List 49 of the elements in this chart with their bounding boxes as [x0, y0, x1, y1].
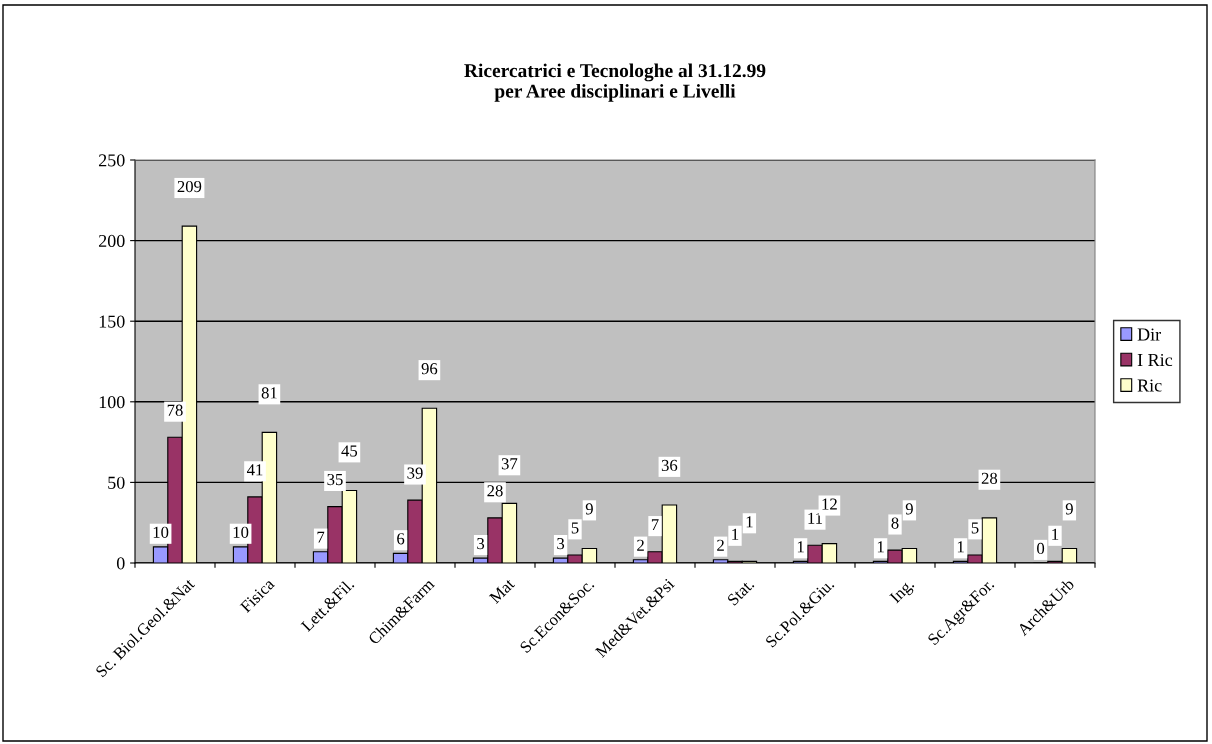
data-label: 2	[717, 539, 724, 551]
x-tick-label: Stat.	[726, 578, 755, 606]
data-label: 9	[585, 503, 593, 515]
data-label: 81	[261, 387, 277, 399]
data-label: 78	[167, 404, 183, 416]
x-tick-label: Mat	[488, 577, 516, 605]
data-label: 45	[341, 445, 358, 457]
legend-label: I Ric	[1137, 353, 1173, 367]
data-label: 10	[233, 526, 249, 538]
data-label: 35	[327, 473, 343, 486]
legend-label: Dir	[1137, 328, 1162, 341]
data-label: 10	[153, 526, 169, 538]
data-label: 12	[822, 498, 837, 510]
chart-title: Ricercatrici e Tecnologhe al 31.12.99 per Aree disciplinari e Livelli	[464, 63, 766, 102]
data-label: 7	[651, 519, 659, 531]
data-label: 1	[957, 541, 964, 553]
y-tick-label: 200	[98, 234, 125, 248]
legend-label: Ric	[1137, 379, 1162, 392]
y-tick-label: 50	[108, 476, 125, 489]
data-label: 9	[1065, 503, 1073, 515]
data-label: 7	[317, 531, 325, 543]
data-label: 1	[746, 516, 753, 528]
data-label: 8	[891, 517, 899, 529]
data-label: 2	[637, 539, 644, 551]
data-label: 3	[477, 538, 485, 550]
data-label: 28	[487, 485, 503, 497]
y-tick-label: 150	[99, 315, 125, 328]
data-label: 41	[246, 464, 263, 476]
data-label: 5	[571, 522, 579, 534]
data-label: 11	[808, 512, 823, 524]
x-tick-label: Ing.	[889, 578, 917, 607]
data-label: 28	[981, 472, 998, 484]
y-tick-label: 100	[99, 396, 125, 409]
data-label: 9	[905, 503, 913, 515]
data-label: 36	[661, 459, 678, 472]
data-label: 1	[877, 541, 884, 553]
data-label: 0	[1037, 542, 1045, 555]
data-label: 209	[177, 180, 202, 193]
data-label: 96	[421, 363, 438, 375]
data-label: 1	[732, 528, 739, 540]
data-label: 1	[1052, 528, 1059, 540]
data-label: 5	[971, 522, 979, 534]
data-label: 37	[501, 458, 518, 470]
data-label: 39	[407, 467, 423, 479]
data-label: 3	[557, 538, 565, 550]
y-tick-label: 250	[98, 154, 125, 167]
data-label: 6	[397, 533, 405, 545]
data-label: 1	[797, 541, 804, 553]
y-tick-label: 0	[116, 557, 125, 570]
